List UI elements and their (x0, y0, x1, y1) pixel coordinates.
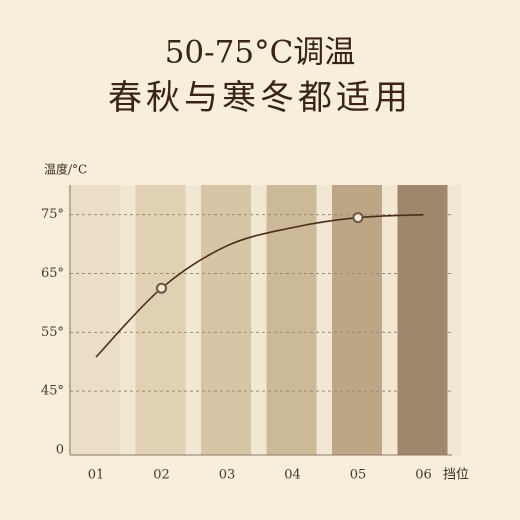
y-tick-label: 55° (41, 325, 64, 340)
title: 50-75°C调温 (165, 35, 356, 71)
x-tick-label: 02 (153, 468, 170, 483)
band (201, 185, 251, 455)
x-tick-label: 06 (415, 468, 432, 483)
subtitle: 春秋与寒冬都适用 (108, 78, 412, 118)
bands (68, 185, 461, 455)
x-axis-label: 挡位 (443, 468, 469, 483)
y-tick-label: 0 (56, 443, 64, 458)
plot: 0 45° 55° 65° 75° 01 02 03 04 05 06 (41, 185, 452, 483)
y-axis-label: 温度/°C (44, 162, 87, 177)
marker (156, 282, 167, 294)
x-tick-label: 03 (219, 468, 236, 483)
y-tick-label: 75° (41, 207, 64, 222)
marker (352, 212, 364, 224)
y-tick-label: 65° (41, 266, 64, 281)
band (70, 185, 120, 455)
band (135, 185, 186, 455)
band (266, 185, 317, 455)
x-tick-label: 05 (350, 468, 367, 483)
x-tick-label: 04 (284, 468, 301, 483)
x-tick-label: 01 (88, 468, 105, 483)
y-tick-label: 45° (41, 384, 64, 399)
band (332, 185, 382, 455)
band (397, 185, 448, 455)
